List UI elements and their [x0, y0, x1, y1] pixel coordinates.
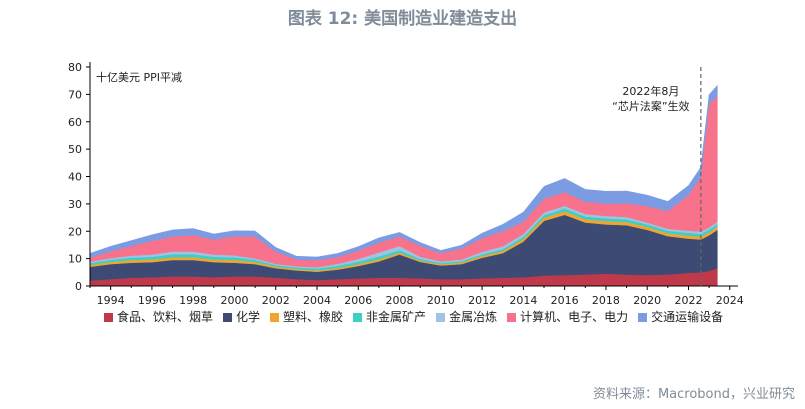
legend-swatch: [436, 313, 446, 322]
chart-title: 图表 12: 美国制造业建造支出: [287, 9, 518, 29]
x-tick-label: 2000: [220, 294, 248, 307]
x-tick-label: 2004: [303, 294, 331, 307]
x-tick-label: 1994: [97, 294, 125, 307]
y-tick-label: 0: [75, 280, 82, 293]
y-tick-label: 60: [68, 116, 82, 129]
annotation-text-1: 2022年8月: [622, 84, 679, 98]
legend-swatch: [223, 313, 233, 322]
area-layers: [89, 84, 718, 287]
y-tick-label: 80: [68, 61, 82, 74]
y-tick-label: 30: [68, 198, 82, 211]
y-tick-label: 20: [68, 225, 82, 238]
x-tick-label: 2024: [716, 294, 744, 307]
x-tick-label: 2020: [633, 294, 661, 307]
legend-swatch: [507, 313, 517, 322]
y-tick-label: 50: [68, 143, 82, 156]
series-area-6: [89, 84, 718, 261]
legend-label: 化学: [236, 310, 261, 324]
x-tick-label: 2014: [509, 294, 537, 307]
legend-item: 非金属矿产: [353, 308, 426, 325]
legend-label: 金属冶炼: [449, 310, 498, 324]
x-tick-label: 2012: [468, 294, 496, 307]
x-tick-label: 1998: [179, 294, 207, 307]
axes: 0 10 20 30 40 50 60 70 80 1994 1996 1998 2000 2002 200…: [68, 61, 744, 307]
legend-item: 食品、饮料、烟草: [104, 308, 213, 325]
legend-label: 交通运输设备: [651, 310, 724, 324]
legend-swatch: [104, 313, 113, 322]
legend-item: 交通运输设备: [638, 308, 723, 325]
x-tick-label: 1996: [138, 294, 166, 307]
x-tick-label: 2016: [551, 294, 579, 307]
legend-label: 塑料、橡胶: [283, 310, 344, 324]
legend-swatch: [638, 313, 648, 322]
source-note: 资料来源：Macrobond，兴业研究: [592, 387, 795, 402]
y-tick-label: 40: [68, 171, 82, 184]
x-tick-label: 2008: [386, 294, 414, 307]
legend-swatch: [270, 313, 280, 322]
legend: 食品、饮料、烟草 化学 塑料、橡胶 非金属矿产 金属冶炼 计算机、电子、电力 交通运输设备: [104, 308, 744, 333]
y-axis-label: 十亿美元 PPI平减: [96, 70, 182, 84]
legend-swatch: [353, 313, 363, 322]
legend-label: 计算机、电子、电力: [520, 310, 629, 324]
annotation: 2022年8月“芯片法案”生效: [612, 67, 702, 286]
legend-label: 非金属矿产: [366, 310, 427, 324]
x-tick-label: 2018: [592, 294, 620, 307]
legend-label: 食品、饮料、烟草: [117, 310, 214, 324]
legend-item: 计算机、电子、电力: [507, 308, 628, 325]
x-tick-label: 2010: [427, 294, 455, 307]
x-tick-label: 2022: [674, 294, 702, 307]
legend-item: 化学: [223, 308, 260, 325]
legend-item: 塑料、橡胶: [270, 308, 343, 325]
x-tick-label: 2006: [344, 294, 372, 307]
y-tick-label: 10: [68, 253, 82, 266]
annotation-text-2: “芯片法案”生效: [612, 99, 689, 113]
x-tick-label: 2002: [262, 294, 290, 307]
legend-item: 金属冶炼: [436, 308, 497, 325]
y-tick-label: 70: [68, 88, 82, 101]
